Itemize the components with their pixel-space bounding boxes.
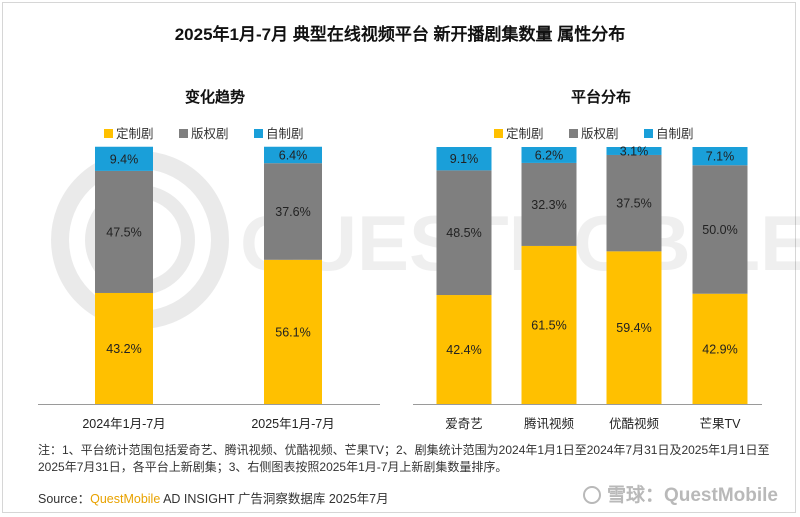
- right-data-label-2-1: 37.5%: [616, 197, 651, 211]
- left-chart-title: 变化趋势: [185, 89, 246, 106]
- right-bar-0-0: [436, 295, 492, 404]
- left-legend-label-1: 版权剧: [191, 126, 229, 141]
- xueqiu-logo: 雪球：QuestMobile: [582, 480, 778, 507]
- right-legend-label-1: 版权剧: [581, 126, 619, 141]
- right-chart-title: 平台分布: [571, 89, 632, 106]
- left-data-label-0-0: 43.2%: [106, 342, 141, 356]
- right-category-label-1: 腾讯视频: [524, 416, 575, 431]
- right-bar-1-1: [521, 162, 577, 246]
- right-data-label-3-2: 7.1%: [706, 150, 735, 164]
- right-data-label-0-2: 9.1%: [450, 152, 479, 166]
- right-data-label-0-1: 48.5%: [446, 226, 481, 240]
- left-legend-swatch-0: [104, 129, 113, 138]
- right-data-label-3-1: 50.0%: [702, 223, 737, 237]
- right-data-label-2-0: 59.4%: [616, 321, 651, 335]
- right-legend-swatch-2: [644, 129, 653, 138]
- right-bar-2-2: [606, 147, 662, 155]
- chart-title: 2025年1月-7月 典型在线视频平台 新开播剧集数量 属性分布: [174, 25, 626, 44]
- right-data-label-1-2: 6.2%: [535, 148, 564, 162]
- source-suffix: AD INSIGHT 广告洞察数据库 2025年7月: [160, 492, 389, 506]
- right-legend-swatch-0: [494, 129, 503, 138]
- left-bar-1-2: [264, 146, 322, 164]
- left-category-label-0: 2024年1月-7月: [82, 417, 165, 431]
- left-bar-0-1: [95, 170, 153, 293]
- right-bar-1-0: [521, 245, 577, 404]
- footnote: 注：1、平台统计范围包括爱奇艺、腾讯视频、优酷视频、芒果TV；2、剧集统计范围为…: [38, 443, 770, 474]
- source-line: Source：QuestMobile AD INSIGHT 广告洞察数据库 20…: [38, 488, 389, 507]
- left-bar-1-1: [264, 163, 322, 260]
- left-data-label-0-2: 9.4%: [110, 152, 139, 166]
- right-data-label-2-2: 3.1%: [620, 144, 649, 158]
- right-category-label-3: 芒果TV: [700, 416, 742, 431]
- right-category-label-2: 优酷视频: [609, 416, 660, 431]
- right-bar-1-2: [521, 147, 577, 163]
- right-bar-2-1: [606, 154, 662, 252]
- right-data-label-0-0: 42.4%: [446, 343, 481, 357]
- right-legend-swatch-1: [569, 129, 578, 138]
- left-legend-swatch-1: [179, 129, 188, 138]
- right-legend-label-2: 自制剧: [656, 127, 694, 141]
- right-category-label-0: 爱奇艺: [445, 417, 483, 431]
- right-bar-3-0: [692, 293, 748, 404]
- right-bar-3-2: [692, 147, 748, 166]
- left-bar-0-0: [95, 292, 153, 404]
- left-data-label-1-2: 6.4%: [279, 148, 308, 162]
- left-data-label-1-1: 37.6%: [275, 205, 310, 219]
- right-bar-3-1: [692, 165, 748, 294]
- right-bar-2-0: [606, 251, 662, 404]
- right-bar-0-2: [436, 147, 492, 171]
- left-bar-0-2: [95, 146, 153, 171]
- right-legend-label-0: 定制剧: [506, 126, 544, 141]
- left-legend-label-0: 定制剧: [116, 126, 154, 141]
- source-brand: QuestMobile: [90, 492, 161, 506]
- right-data-label-1-1: 32.3%: [531, 198, 566, 212]
- left-legend-label-2: 自制剧: [266, 127, 304, 141]
- xueqiu-logo-text: 雪球：QuestMobile: [606, 485, 778, 506]
- left-data-label-1-0: 56.1%: [275, 325, 310, 339]
- left-data-label-0-1: 47.5%: [106, 225, 141, 239]
- left-legend-swatch-2: [254, 129, 263, 138]
- left-category-label-1: 2025年1月-7月: [251, 417, 334, 431]
- left-bar-1-0: [264, 259, 322, 404]
- xueqiu-icon: [582, 486, 601, 504]
- right-data-label-1-0: 61.5%: [531, 318, 566, 332]
- right-data-label-3-0: 42.9%: [702, 342, 737, 356]
- right-bar-0-1: [436, 170, 492, 296]
- source-prefix: Source：: [38, 492, 91, 506]
